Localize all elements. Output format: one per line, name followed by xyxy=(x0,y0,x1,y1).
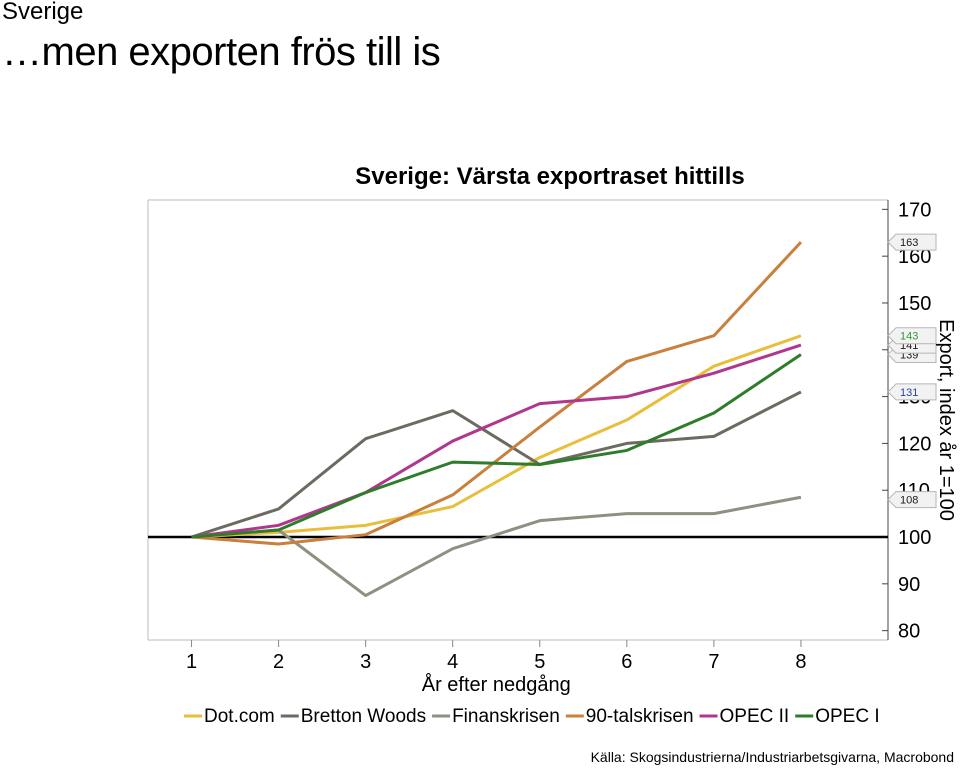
legend-label: OPEC II xyxy=(720,706,790,727)
chart-title: Sverige: Värsta exportraset hittills xyxy=(355,163,744,190)
end-value-tag-box xyxy=(887,327,937,345)
end-value-tag-label: 131 xyxy=(900,387,918,399)
legend-label: Dot.com xyxy=(204,706,275,727)
legend-item: OPEC I xyxy=(795,706,880,727)
x-tick-label: 1 xyxy=(186,651,197,673)
legend-item: 90-talskrisen xyxy=(565,706,694,727)
end-value-tag-131: 131 xyxy=(887,383,937,401)
x-tick-label: 2 xyxy=(273,651,284,673)
series-line-finanskrisen xyxy=(191,495,802,598)
legend-label: Bretton Woods xyxy=(301,706,426,727)
y-tick-label: 150 xyxy=(898,293,931,315)
end-value-tag-box xyxy=(887,491,937,509)
legend-label: OPEC I xyxy=(815,706,879,727)
x-tick-label: 8 xyxy=(795,651,806,673)
y-tick-label: 80 xyxy=(898,621,920,643)
series-line-opec-i xyxy=(191,353,802,539)
legend-label: 90-talskrisen xyxy=(586,706,694,727)
x-tick-label: 6 xyxy=(621,651,632,673)
end-value-tag-box xyxy=(887,383,937,401)
x-axis-title: År efter nedgång xyxy=(422,673,571,696)
source-note: Källa: Skogsindustrierna/Industriarbetsg… xyxy=(591,749,954,765)
y-tick-label: 90 xyxy=(898,574,920,596)
series-line-90-talskrisen xyxy=(191,241,803,546)
series-line-dot-com xyxy=(191,334,802,539)
end-value-tag-box xyxy=(887,233,937,251)
legend: Dot.com Bretton Woods Finanskrisen 90-talsk… xyxy=(184,706,880,727)
y-axis-title: Export, index år 1=100 xyxy=(935,319,957,521)
series-line-opec-ii xyxy=(191,343,802,539)
y-tick-label: 170 xyxy=(898,199,931,221)
y-tick-label: 120 xyxy=(898,433,931,455)
end-value-tag-label: 108 xyxy=(900,495,918,507)
end-value-tag-108: 108 xyxy=(887,491,937,509)
y-tick-label: 160 xyxy=(898,246,931,268)
legend-item: Dot.com xyxy=(184,706,275,727)
legend-item: Bretton Woods xyxy=(280,706,426,727)
end-value-tag-163: 163 xyxy=(887,233,937,251)
slide-title: …men exporten frös till is xyxy=(2,30,441,74)
legend-item: OPEC II xyxy=(699,706,790,727)
end-value-tag-143: 143 xyxy=(887,327,937,345)
plot-area: 8090100110120130140150160170123456781081… xyxy=(147,199,937,673)
legend-item: Finanskrisen xyxy=(432,706,560,727)
x-tick-label: 4 xyxy=(447,651,458,673)
end-value-tag-label: 143 xyxy=(900,331,918,343)
slide-label: Sverige xyxy=(2,0,84,25)
x-tick-label: 5 xyxy=(534,651,545,673)
end-value-tag-label: 163 xyxy=(900,237,918,249)
y-tick-label: 100 xyxy=(898,527,931,549)
x-tick-label: 7 xyxy=(708,651,719,673)
series-line-bretton-woods xyxy=(191,390,802,539)
x-tick-label: 3 xyxy=(360,651,371,673)
legend-label: Finanskrisen xyxy=(452,706,560,727)
